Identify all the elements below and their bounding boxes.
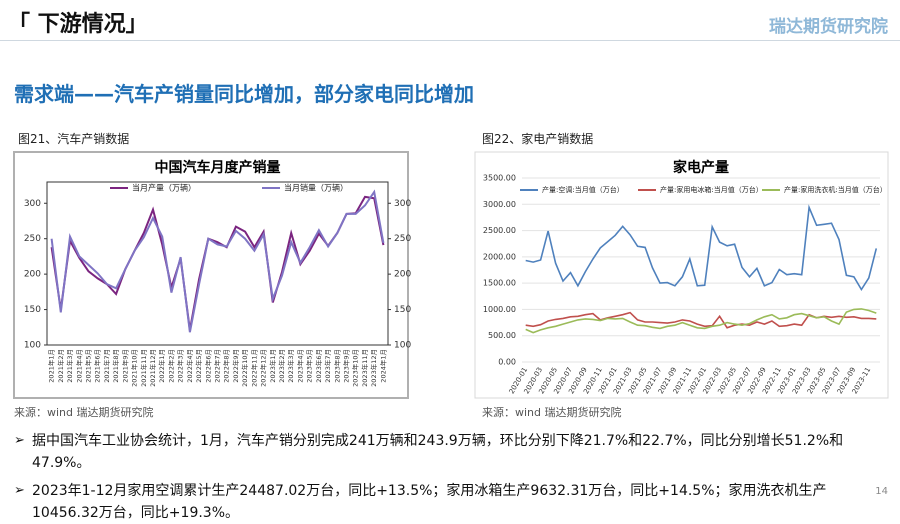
x-tick-label: 2021年6月: [93, 349, 102, 383]
x-tick-label: 2022年11月: [249, 349, 258, 387]
x-tick-label: 2022年12月: [259, 349, 268, 387]
x-tick-label: 2022年2月: [166, 349, 175, 383]
x-tick-label: 2021年7月: [102, 349, 111, 383]
y-tick-label: 200: [394, 270, 411, 280]
x-tick-label: 2023年9月: [342, 349, 351, 383]
y-tick-label: 100: [394, 341, 411, 351]
divider: [0, 40, 900, 41]
y-tick-label: 3500.00: [483, 174, 516, 183]
chart-title: 中国汽车月度产销量: [155, 159, 281, 176]
bullet: 据中国汽车工业协会统计，1月，汽车产销分别完成241万辆和243.9万辆，环比分…: [14, 430, 882, 474]
x-tick-label: 2021年10月: [130, 349, 139, 387]
x-tick-label: 2021年5月: [83, 349, 92, 383]
x-tick-label: 2022年4月: [185, 349, 194, 383]
y-tick-label: 500.00: [488, 331, 516, 340]
x-tick-label: 2022年7月: [213, 349, 222, 383]
series-line: [50, 189, 385, 333]
x-tick-label: 2022年9月: [231, 349, 240, 383]
x-tick-label: 2021年2月: [56, 349, 65, 383]
x-tick-label: 2021年4月: [74, 349, 83, 383]
x-tick-label: 2021年11月: [139, 349, 148, 387]
x-tick-label: 2023年4月: [295, 349, 304, 383]
legend-label: 产量:家用电冰箱:当月值（万台）: [660, 185, 763, 194]
source: 来源：wind 瑞达期货研究院: [14, 406, 154, 419]
x-tick-label: 2023年6月: [314, 349, 323, 383]
x-tick-label: 2024年1月: [378, 349, 387, 383]
plot-frame: [46, 181, 389, 346]
subtitle: 需求端——汽车产销量同比增加，部分家电同比增加: [14, 82, 474, 106]
bullet: 2023年1-12月家用空调累计生产24487.02万台，同比+13.5%；家用…: [14, 480, 882, 524]
y-tick-label: 3000.00: [483, 200, 516, 209]
y-tick-label: 250: [394, 234, 411, 244]
x-tick-label: 2023年7月: [323, 349, 332, 383]
x-tick-label: 2021年1月: [47, 349, 56, 383]
logo: 瑞达期货研究院: [769, 17, 888, 37]
y-tick-label: 300: [394, 199, 411, 209]
x-tick-label: 2021年9月: [120, 349, 129, 383]
x-tick-label: 2023年5月: [305, 349, 314, 383]
x-tick-label: 2022年10月: [240, 349, 249, 387]
legend-label: 当月销量（万辆）: [284, 183, 348, 193]
y-tick-label: 150: [394, 305, 411, 315]
y-tick-label: 300: [24, 199, 41, 209]
x-tick-label: 2023年11月: [360, 349, 369, 387]
legend-label: 产量:家用洗衣机:当月值（万台）: [784, 185, 887, 194]
x-tick-label: 2022年1月: [157, 349, 166, 383]
x-tick-label: 2022年5月: [194, 349, 203, 383]
y-tick-label: 150: [24, 305, 41, 315]
y-tick-label: 200: [24, 270, 41, 280]
slide-title: 「 下游情况」: [8, 12, 148, 37]
x-tick-label: 2023年1月: [268, 349, 277, 383]
series-line: [525, 308, 877, 334]
chart-frame: [474, 151, 889, 399]
x-tick-label: 2021年12月: [148, 349, 157, 387]
x-tick-label: 2021年8月: [111, 349, 120, 383]
x-tick-label: 2022年3月: [176, 349, 185, 383]
charts: 中国汽车月度产销量 100 150 200 250 300 100 150 200 250 300 2…: [13, 151, 889, 399]
chart-frame: [13, 151, 409, 399]
y-tick-label: 250: [24, 234, 41, 244]
x-tick-label: 2023年3月: [286, 349, 295, 383]
y-tick-label: 1500.00: [483, 279, 516, 288]
x-tick-label: 2021年3月: [65, 349, 74, 383]
y-tick-label: 0.00: [498, 358, 516, 367]
page-number: 14: [875, 486, 888, 497]
figure-label: 图21、汽车产销数据: [18, 132, 130, 146]
x-tick-label: 2022年6月: [203, 349, 212, 383]
legend-label: 当月产量（万辆）: [132, 183, 196, 193]
x-tick-label: 2023年10月: [351, 349, 360, 387]
y-tick-label: 2500.00: [483, 226, 516, 235]
source: 来源：wind 瑞达期货研究院: [482, 406, 622, 419]
figure-label: 图22、家电产销数据: [482, 132, 594, 146]
y-tick-label: 100: [24, 341, 41, 351]
series-line: [525, 204, 878, 292]
x-tick-label: 2023年8月: [332, 349, 341, 383]
chart-title: 家电产量: [673, 159, 729, 176]
y-tick-label: 1000.00: [483, 305, 516, 314]
legend-label: 产量:空调:当月值（万台）: [542, 185, 624, 194]
y-tick-label: 2000.00: [483, 252, 516, 261]
x-tick-label: 2022年8月: [222, 349, 231, 383]
x-tick-label: 2023年2月: [277, 349, 286, 383]
x-tick-label: 2023年12月: [369, 349, 378, 387]
